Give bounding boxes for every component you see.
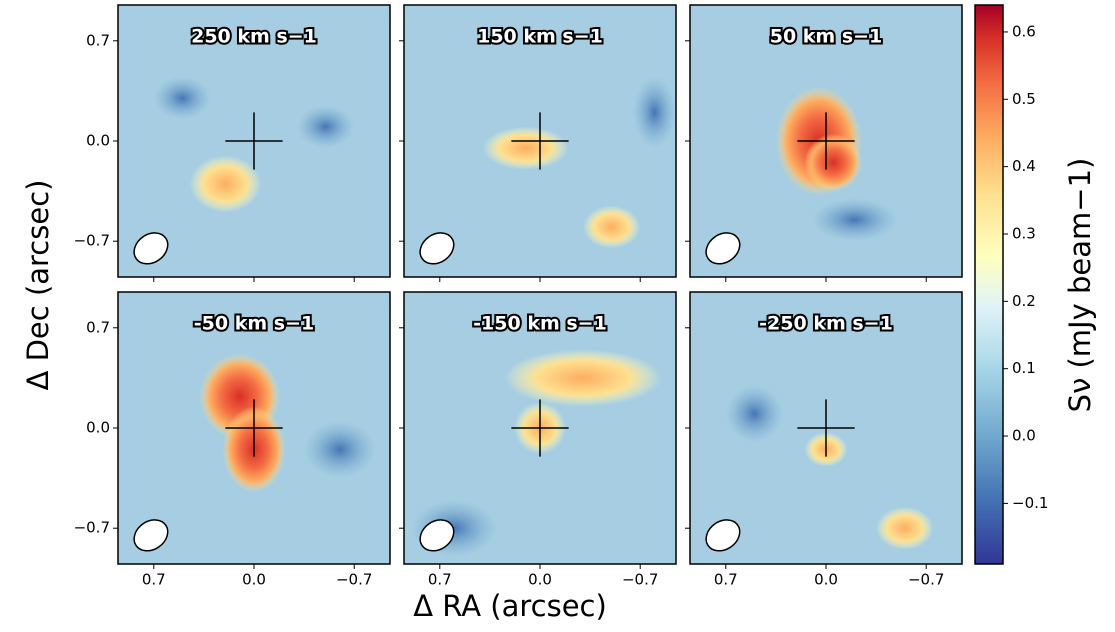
x-tick-label: 0.7 <box>142 571 166 589</box>
emission <box>153 76 212 120</box>
beam <box>705 232 741 265</box>
y-axis-label: Δ Dec (arcsec) <box>21 180 55 391</box>
colorbar-tick-label: 0.2 <box>1012 292 1036 310</box>
x-tick-label: 0.0 <box>814 571 838 589</box>
emission <box>725 385 784 443</box>
beam <box>419 519 455 552</box>
emission <box>582 205 641 249</box>
y-tick-label: 0.0 <box>86 419 110 437</box>
panel-title: -50 km s−1 <box>194 313 314 335</box>
beam <box>133 232 169 265</box>
colorbar-tick-label: 0.4 <box>1012 157 1036 175</box>
x-tick-label: 0.7 <box>714 571 738 589</box>
colorbar-tick-label: −0.1 <box>1012 494 1048 512</box>
colorbar-label: Sν (mJy beam−1) <box>1063 158 1097 413</box>
y-tick-label: −0.7 <box>74 232 110 250</box>
colorbar-tick-label: 0.1 <box>1012 359 1036 377</box>
x-tick-label: 0.0 <box>242 571 266 589</box>
emission <box>482 126 569 170</box>
beam <box>133 519 169 552</box>
x-tick-label: 0.7 <box>428 571 452 589</box>
emission <box>876 506 934 550</box>
panel-title: 150 km s−1 <box>477 26 603 48</box>
emission <box>504 349 662 407</box>
x-axis-label: Δ RA (arcsec) <box>413 589 607 623</box>
emission <box>189 155 262 213</box>
beam <box>419 232 455 265</box>
emission <box>304 420 376 479</box>
x-tick-label: 0.0 <box>528 571 552 589</box>
panel-title: 50 km s−1 <box>770 26 883 48</box>
y-tick-label: −0.7 <box>74 519 110 537</box>
colorbar <box>974 4 1004 565</box>
emission <box>804 133 862 192</box>
panel-title: -250 km s−1 <box>759 313 893 335</box>
colorbar-tick-label: 0.5 <box>1012 90 1036 108</box>
emission <box>811 198 898 242</box>
x-tick-label: −0.7 <box>622 571 658 589</box>
panel-title: 250 km s−1 <box>191 26 317 48</box>
panel-title: -150 km s−1 <box>473 313 607 335</box>
colorbar-tick-label: 0.0 <box>1012 427 1036 445</box>
y-tick-label: 0.0 <box>86 132 110 150</box>
emission <box>296 105 355 149</box>
beam <box>705 519 741 552</box>
colorbar-tick-label: 0.3 <box>1012 224 1036 242</box>
emission <box>633 76 676 149</box>
x-tick-label: −0.7 <box>336 571 372 589</box>
y-tick-label: 0.7 <box>86 318 110 336</box>
y-tick-label: 0.7 <box>86 31 110 49</box>
colorbar-tick-label: 0.6 <box>1012 22 1036 40</box>
x-tick-label: −0.7 <box>908 571 944 589</box>
